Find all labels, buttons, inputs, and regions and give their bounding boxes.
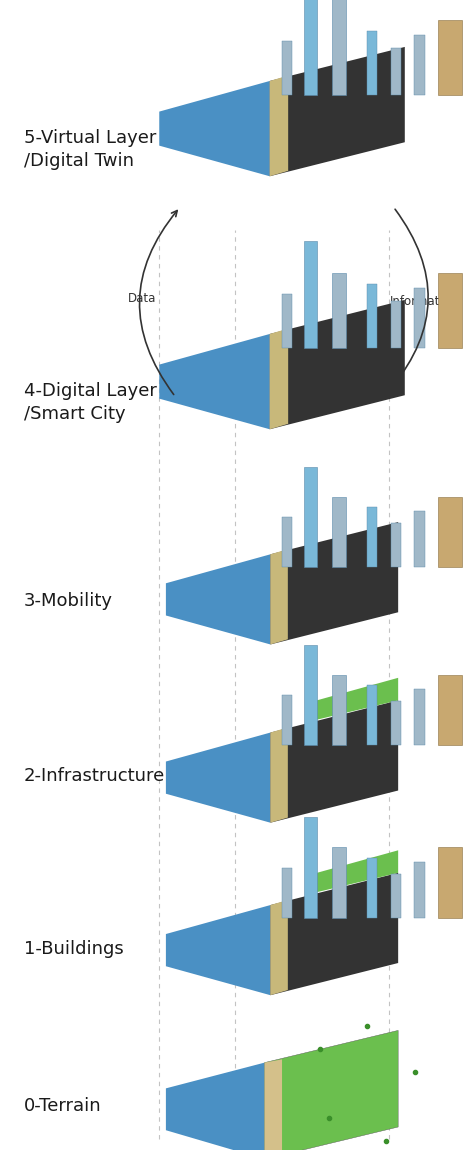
Bar <box>282 294 292 347</box>
Bar <box>438 675 462 745</box>
Bar <box>414 511 425 567</box>
Bar <box>304 467 317 567</box>
Bar <box>438 848 462 918</box>
Polygon shape <box>270 329 288 429</box>
Text: 2-Infrastructure: 2-Infrastructure <box>24 767 165 785</box>
Text: 0-Terrain: 0-Terrain <box>24 1097 101 1116</box>
Bar <box>367 507 377 567</box>
Bar <box>367 31 377 94</box>
Text: 5-Virtual Layer
/Digital Twin: 5-Virtual Layer /Digital Twin <box>24 130 156 169</box>
Bar <box>332 273 346 347</box>
Polygon shape <box>270 522 398 644</box>
Polygon shape <box>270 900 288 995</box>
Text: Information: Information <box>390 294 458 308</box>
Polygon shape <box>317 677 398 720</box>
Bar <box>282 867 292 918</box>
Bar <box>391 48 401 94</box>
Bar <box>438 273 462 347</box>
Polygon shape <box>270 728 288 822</box>
Polygon shape <box>270 300 405 429</box>
Polygon shape <box>270 47 405 176</box>
FancyArrowPatch shape <box>139 210 177 394</box>
Bar <box>304 242 317 347</box>
Bar <box>282 516 292 567</box>
Polygon shape <box>159 81 270 176</box>
Text: Data: Data <box>128 292 156 306</box>
Bar <box>282 695 292 745</box>
Bar <box>438 20 462 94</box>
Bar <box>414 288 425 347</box>
Bar <box>332 675 346 745</box>
Polygon shape <box>166 1063 264 1150</box>
Text: 4-Digital Layer
/Smart City: 4-Digital Layer /Smart City <box>24 383 156 422</box>
Polygon shape <box>159 334 270 429</box>
Bar <box>414 861 425 918</box>
Bar <box>367 284 377 347</box>
Polygon shape <box>270 76 288 176</box>
Bar <box>332 848 346 918</box>
Polygon shape <box>264 1030 398 1150</box>
Text: 3-Mobility: 3-Mobility <box>24 592 113 611</box>
Bar <box>304 818 317 918</box>
Polygon shape <box>317 850 398 892</box>
Bar <box>332 497 346 567</box>
Bar <box>391 301 401 347</box>
FancyArrowPatch shape <box>392 209 428 388</box>
Polygon shape <box>270 550 288 644</box>
Bar <box>367 858 377 918</box>
Polygon shape <box>166 554 270 644</box>
Bar <box>391 874 401 918</box>
Polygon shape <box>270 873 398 995</box>
Bar <box>367 685 377 745</box>
Polygon shape <box>264 1059 282 1150</box>
Bar <box>304 645 317 745</box>
Bar <box>282 41 292 94</box>
Polygon shape <box>166 733 270 822</box>
Bar <box>414 689 425 745</box>
Polygon shape <box>270 700 398 822</box>
Bar <box>414 34 425 94</box>
Bar <box>438 497 462 567</box>
Bar <box>391 523 401 567</box>
Bar <box>391 702 401 745</box>
Bar <box>332 0 346 94</box>
Polygon shape <box>166 905 270 995</box>
Bar <box>304 0 317 94</box>
Text: 1-Buildings: 1-Buildings <box>24 940 123 958</box>
